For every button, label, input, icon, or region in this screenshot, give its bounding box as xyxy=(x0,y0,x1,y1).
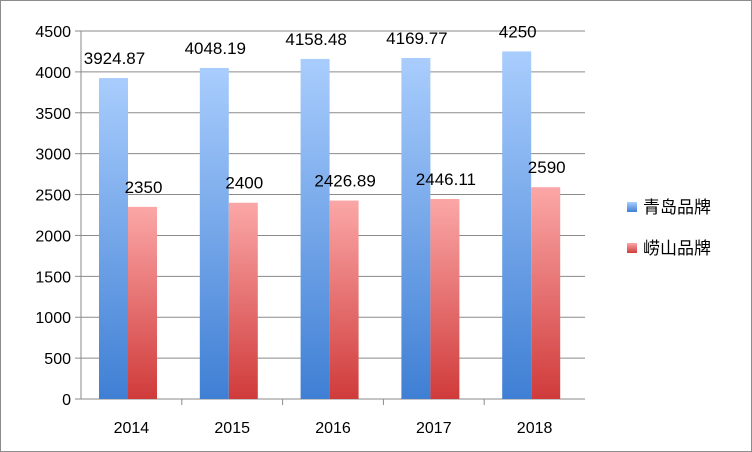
y-tick-label: 2000 xyxy=(35,228,71,245)
x-tick-label: 2018 xyxy=(517,420,553,437)
y-tick-label: 3000 xyxy=(35,147,71,164)
y-tick-label: 4500 xyxy=(35,24,71,41)
y-tick-label: 1000 xyxy=(35,310,71,327)
data-label-series-2-2016: 2426.89 xyxy=(314,172,375,191)
axes: 0 500 1000 1500 2000 2500 3000 3500 4000 4500 2014… xyxy=(35,24,585,437)
data-label-series-2-2015: 2400 xyxy=(225,174,263,193)
bar-series-1-2015 xyxy=(199,67,229,399)
data-label-series-1-2018: 4250 xyxy=(499,22,537,41)
bar-series-2-2014 xyxy=(128,206,157,399)
legend-label-series-1: 青岛品牌 xyxy=(643,198,711,218)
x-tick-label: 2017 xyxy=(416,420,452,437)
x-tick-label: 2016 xyxy=(315,420,351,437)
legend-swatch-series-2 xyxy=(627,243,637,253)
bar-series-1-2014 xyxy=(99,78,128,400)
data-label-series-1-2016: 4158.48 xyxy=(285,30,346,49)
bar-series-2-2017 xyxy=(430,198,460,399)
y-tick-label: 500 xyxy=(44,351,71,368)
data-label-series-2-2014: 2350 xyxy=(125,178,163,197)
bar-series-2-2016 xyxy=(329,200,359,399)
data-label-series-2-2017: 2446.11 xyxy=(416,170,476,189)
bar-series-1-2017 xyxy=(401,58,431,400)
bar-series-1-2018 xyxy=(502,51,532,399)
data-label-series-1-2017: 4169.77 xyxy=(386,29,447,48)
x-tick-label: 2014 xyxy=(114,420,150,437)
legend-label-series-2: 崂山品牌 xyxy=(643,239,711,259)
y-tick-label: 3500 xyxy=(35,106,71,123)
gridlines xyxy=(81,30,585,359)
legend-swatch-series-1 xyxy=(627,202,637,212)
bars xyxy=(99,51,561,400)
bar-series-2-2018 xyxy=(531,187,561,399)
data-label-series-2-2018: 2590 xyxy=(528,158,566,177)
y-tick-label: 2500 xyxy=(35,188,71,205)
y-tick-label: 4000 xyxy=(35,65,71,82)
y-tick-label: 0 xyxy=(62,392,71,409)
data-label-series-1-2014: 3924.87 xyxy=(84,49,145,68)
data-label-series-1-2015: 4048.19 xyxy=(185,39,246,58)
x-tick-label: 2015 xyxy=(214,420,250,437)
y-tick-label: 1500 xyxy=(35,269,71,286)
data-labels: 3924.87 2350 4048.19 2400 4158.48 2426.89 4169… xyxy=(84,22,566,196)
bar-series-1-2016 xyxy=(300,58,330,400)
bar-series-2-2015 xyxy=(228,202,258,399)
